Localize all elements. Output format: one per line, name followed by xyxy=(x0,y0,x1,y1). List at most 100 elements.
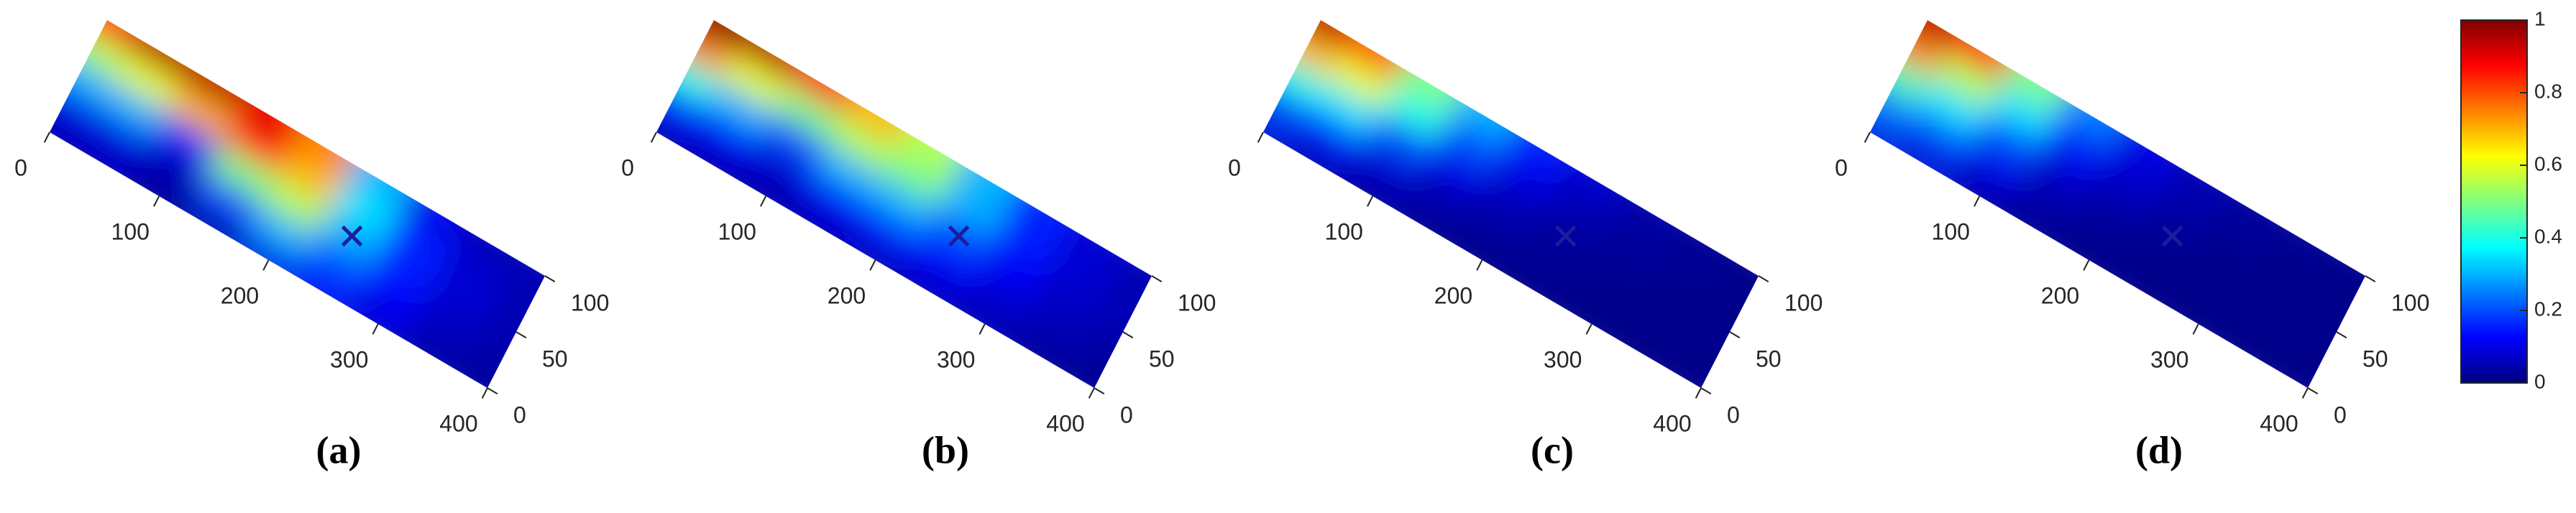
x-tick xyxy=(1974,195,1981,207)
heatmap-surface xyxy=(1870,20,2365,388)
x-tick xyxy=(2083,259,2090,271)
heatmap-cells xyxy=(656,20,1152,388)
y-tick xyxy=(544,275,556,282)
colorbar-tick-label: 0.4 xyxy=(2534,225,2562,247)
marker xyxy=(1554,225,1577,247)
x-tick-label: 100 xyxy=(718,218,756,244)
x-tick xyxy=(869,259,876,271)
y-tick-label: 50 xyxy=(542,346,568,371)
x-tick-label: 0 xyxy=(1835,154,1848,180)
y-tick xyxy=(1700,387,1712,394)
y-tick xyxy=(487,387,498,394)
colorbar-tick-label: 0.6 xyxy=(2534,152,2562,175)
x-tick-label: 0 xyxy=(14,154,27,180)
heat-cell xyxy=(1870,20,1968,52)
heat-cell xyxy=(1661,356,1759,388)
x-tick xyxy=(978,323,986,335)
x-tick xyxy=(2192,323,2199,335)
x-tick-label: 400 xyxy=(1046,410,1084,436)
panel-label: (c) xyxy=(1531,428,1574,471)
heat-cell xyxy=(480,300,545,388)
y-tick xyxy=(2365,275,2376,282)
x-tick-label: 300 xyxy=(1544,346,1582,372)
marker-stroke xyxy=(948,225,970,247)
heat-cell xyxy=(656,20,754,52)
y-tick-label: 100 xyxy=(1178,290,1216,315)
y-tick xyxy=(2307,387,2319,394)
x-tick-label: 300 xyxy=(330,346,368,372)
heat-cell xyxy=(2315,272,2365,371)
colorbar-tick-label: 1 xyxy=(2534,7,2546,29)
x-tick-label: 0 xyxy=(621,154,634,180)
heatmap-cells xyxy=(1870,20,2365,388)
marker-stroke xyxy=(341,225,363,247)
heat-cell xyxy=(1263,20,1361,52)
x-tick xyxy=(2301,387,2309,399)
marker-stroke xyxy=(2161,225,2183,247)
heat-cell xyxy=(1101,272,1152,371)
x-tick xyxy=(1476,259,1483,271)
heatmap-surface xyxy=(50,20,545,388)
x-tick-label: 400 xyxy=(1653,410,1691,436)
x-tick-label: 300 xyxy=(2150,346,2188,372)
heat-cell xyxy=(50,20,147,52)
y-tick xyxy=(515,331,527,338)
marker xyxy=(341,225,363,247)
colorbar-tick-label: 0.2 xyxy=(2534,297,2562,320)
x-tick xyxy=(1257,131,1264,143)
x-tick xyxy=(481,387,488,399)
colorbar-tick-label: 0 xyxy=(2534,370,2546,392)
colorbar-tick-label: 0.8 xyxy=(2534,80,2562,102)
x-tick-label: 200 xyxy=(2041,282,2079,308)
heatmap-cells xyxy=(50,20,545,388)
x-tick-label: 100 xyxy=(111,218,150,244)
y-tick-label: 100 xyxy=(571,290,609,315)
heat-cell xyxy=(2268,356,2365,388)
y-tick-label: 50 xyxy=(1149,346,1175,371)
panel-label: (b) xyxy=(922,428,969,471)
y-tick-label: 0 xyxy=(1727,402,1740,428)
marker-stroke xyxy=(1554,225,1577,247)
x-tick xyxy=(1367,195,1374,207)
y-tick-label: 0 xyxy=(2334,402,2347,428)
panel-label: (a) xyxy=(316,428,362,471)
panel-label: (d) xyxy=(2135,428,2183,471)
marker xyxy=(2161,225,2183,247)
y-tick-label: 50 xyxy=(2362,346,2388,371)
y-tick-label: 100 xyxy=(1784,290,1823,315)
heatmap-cells xyxy=(1263,20,1759,388)
x-tick xyxy=(760,195,767,207)
y-tick xyxy=(1122,331,1134,338)
heat-cell xyxy=(1087,300,1152,388)
y-tick xyxy=(1729,331,1741,338)
x-tick xyxy=(1585,323,1592,335)
y-tick xyxy=(1151,275,1163,282)
x-tick xyxy=(1864,131,1871,143)
x-tick-label: 0 xyxy=(1228,154,1241,180)
x-tick xyxy=(1088,387,1095,399)
y-tick-label: 50 xyxy=(1756,346,1782,371)
y-tick xyxy=(1758,275,1769,282)
x-tick-label: 400 xyxy=(439,410,477,436)
x-tick xyxy=(262,259,270,271)
heatmap-surface xyxy=(1263,20,1759,388)
x-tick xyxy=(43,131,50,143)
y-tick xyxy=(1094,387,1105,394)
y-tick-label: 0 xyxy=(513,402,526,428)
heat-cell xyxy=(447,356,545,388)
y-tick-label: 0 xyxy=(1120,402,1133,428)
colorbar xyxy=(2460,19,2528,384)
x-tick-label: 200 xyxy=(828,282,866,308)
x-tick xyxy=(650,131,657,143)
x-tick-label: 100 xyxy=(1325,218,1363,244)
y-tick-label: 100 xyxy=(2391,290,2429,315)
marker xyxy=(948,225,970,247)
x-tick xyxy=(372,323,379,335)
x-tick-label: 200 xyxy=(1434,282,1472,308)
heatmap-surface xyxy=(656,20,1152,388)
x-tick-label: 400 xyxy=(2260,410,2298,436)
heat-cell xyxy=(1708,272,1759,371)
y-tick xyxy=(2336,331,2347,338)
